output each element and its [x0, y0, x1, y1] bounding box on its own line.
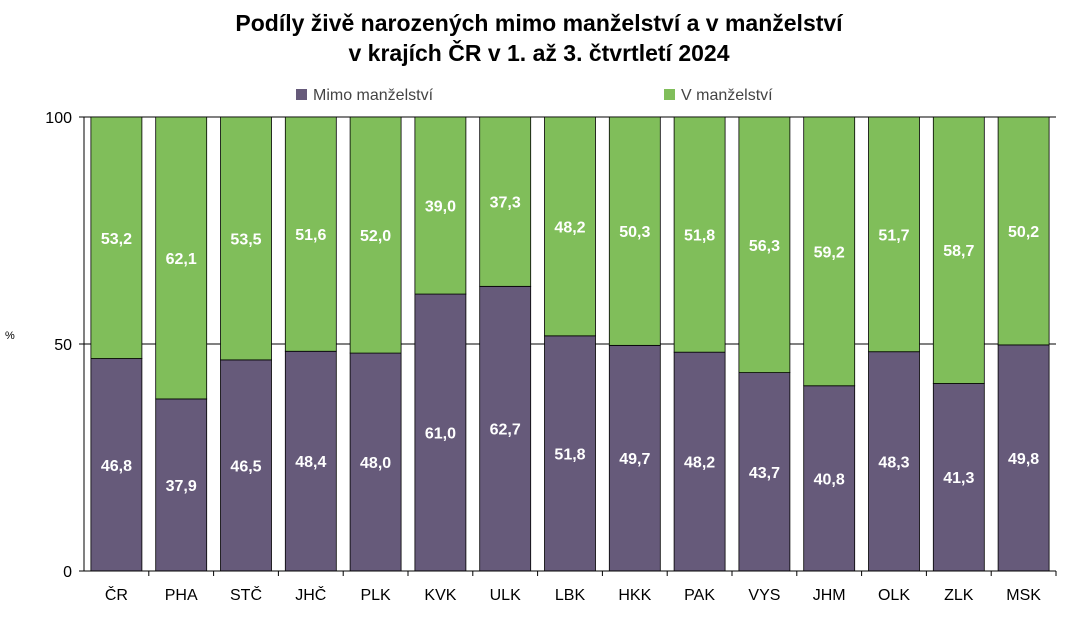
x-tick-label: PLK: [360, 587, 391, 604]
chart-title-line-1: Podíly živě narozených mimo manželství a…: [235, 10, 843, 36]
bar-v: [997, 116, 1050, 346]
x-tick-label: HKK: [618, 587, 651, 604]
bar-v: [479, 116, 532, 287]
data-label-mimo: 49,8: [1008, 451, 1039, 468]
bar-v: [90, 116, 143, 359]
x-tick-label: JHČ: [295, 585, 326, 604]
legend-swatch-v: [664, 89, 675, 100]
data-label-mimo: 49,7: [619, 451, 650, 468]
data-label-v: 59,2: [814, 244, 845, 261]
data-label-mimo: 41,3: [943, 470, 974, 487]
data-label-mimo: 37,9: [166, 478, 197, 495]
bar-mimo: [868, 351, 920, 572]
chart-title-line-2: v krajích ČR v 1. až 3. čtvrtletí 2024: [348, 40, 730, 66]
bar-mimo: [803, 385, 856, 572]
bar-v: [868, 116, 920, 353]
bar-v: [220, 116, 272, 361]
x-tick-label: MSK: [1006, 587, 1041, 604]
data-label-mimo: 62,7: [490, 422, 521, 439]
data-label-mimo: 48,0: [360, 455, 391, 472]
bar-v: [608, 116, 661, 346]
data-label-v: 51,6: [295, 227, 326, 244]
y-tick-label: 100: [45, 110, 72, 127]
bar-v: [932, 116, 985, 384]
bar-v: [803, 116, 856, 387]
chart-title: Podíly živě narozených mimo manželství a…: [0, 8, 1078, 68]
data-label-v: 50,3: [619, 224, 650, 241]
bar-mimo: [220, 359, 272, 572]
x-tick-label: PHA: [165, 587, 198, 604]
data-label-v: 48,2: [554, 219, 585, 236]
x-tick-label: PAK: [684, 587, 715, 604]
y-axis-unit: %: [5, 330, 15, 342]
bar-v: [414, 116, 467, 295]
x-tick-label: JHM: [813, 587, 846, 604]
bar-mimo: [608, 344, 661, 572]
bar-v: [738, 116, 791, 374]
bar-mimo: [673, 351, 726, 572]
data-label-v: 62,1: [166, 251, 197, 268]
data-label-v: 37,3: [490, 195, 521, 212]
x-tick-label: STČ: [230, 585, 262, 604]
data-label-v: 56,3: [749, 238, 780, 255]
data-label-v: 52,0: [360, 228, 391, 245]
bar-v: [349, 116, 402, 354]
data-label-v: 53,5: [230, 231, 261, 248]
bar-mimo: [284, 350, 337, 572]
legend-swatch-mimo: [296, 89, 307, 100]
bar-mimo: [544, 335, 596, 572]
bar-mimo: [738, 372, 791, 572]
x-tick-label: ČR: [105, 585, 128, 604]
bar-v: [284, 116, 337, 352]
bar-v: [155, 116, 208, 400]
data-label-mimo: 46,8: [101, 458, 132, 475]
bar-v: [544, 116, 596, 337]
data-label-v: 51,7: [878, 227, 909, 244]
legend-label-mimo: Mimo manželství: [313, 87, 434, 104]
bar-mimo: [90, 358, 143, 572]
x-tick-label: KVK: [424, 587, 456, 604]
data-label-v: 51,8: [684, 228, 715, 245]
x-tick-label: VYS: [748, 587, 780, 604]
bar-v: [673, 116, 726, 353]
y-tick-label: 0: [63, 564, 72, 581]
data-label-v: 50,2: [1008, 224, 1039, 241]
data-label-v: 53,2: [101, 231, 132, 248]
x-tick-label: ULK: [490, 587, 521, 604]
data-label-mimo: 61,0: [425, 426, 456, 443]
data-label-mimo: 40,8: [814, 471, 845, 488]
legend-label-v: V manželství: [681, 87, 773, 104]
y-tick-label: 50: [54, 337, 72, 354]
data-label-mimo: 51,8: [554, 446, 585, 463]
x-tick-label: LBK: [555, 587, 586, 604]
data-label-v: 58,7: [943, 243, 974, 260]
data-label-mimo: 43,7: [749, 465, 780, 482]
data-label-mimo: 48,2: [684, 455, 715, 472]
x-tick-label: OLK: [878, 587, 910, 604]
data-label-mimo: 48,4: [295, 454, 326, 471]
data-label-v: 39,0: [425, 199, 456, 216]
x-tick-label: ZLK: [944, 587, 974, 604]
data-label-mimo: 48,3: [878, 454, 909, 471]
data-label-mimo: 46,5: [230, 458, 261, 475]
